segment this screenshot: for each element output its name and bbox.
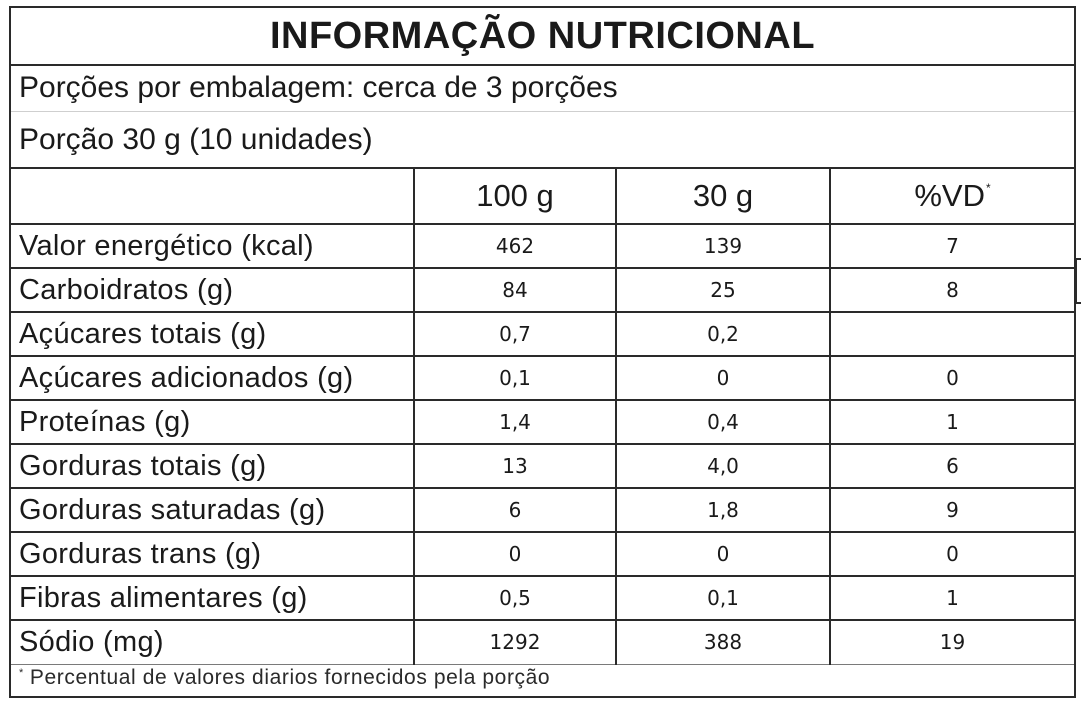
nutrient-per-100g: 13	[414, 444, 617, 489]
nutrient-daily-value: 1	[830, 400, 1074, 445]
nutrient-per-portion: 0,1	[616, 576, 831, 621]
nutrient-per-portion: 0	[616, 532, 831, 577]
nutrient-per-portion: 0,4	[616, 400, 831, 445]
portion-size-text: Porção 30 g (10 unidades)	[19, 122, 373, 156]
nutrient-rows: Valor energético (kcal) 462 139 7 Carboidrat…	[11, 224, 1074, 665]
header-daily-value-label: %VD	[914, 178, 985, 213]
nutrient-name: Gorduras trans (g)	[11, 532, 415, 577]
nutrient-daily-value: 8	[830, 268, 1074, 313]
nutrient-name: Proteínas (g)	[11, 400, 415, 445]
footnote-mark: *	[19, 667, 24, 679]
nutrient-name: Fibras alimentares (g)	[11, 576, 415, 621]
nutrient-per-100g: 0,5	[414, 576, 617, 621]
edge-bracket-mark	[1075, 258, 1081, 304]
nutrient-per-100g: 0,7	[414, 312, 617, 357]
nutrient-daily-value: 1	[830, 576, 1074, 621]
title-row: INFORMAÇÃO NUTRICIONAL	[11, 8, 1074, 66]
servings-per-package-text: Porções por embalagem: cerca de 3 porçõe…	[19, 70, 618, 104]
nutrient-name: Valor energético (kcal)	[11, 224, 415, 269]
nutrient-daily-value: 19	[830, 620, 1074, 665]
nutrient-name: Gorduras totais (g)	[11, 444, 415, 489]
nutrient-row: Gorduras totais (g) 13 4,0 6	[11, 444, 1074, 489]
nutrient-per-100g: 0	[414, 532, 617, 577]
nutrient-per-portion: 4,0	[616, 444, 831, 489]
nutrient-row: Fibras alimentares (g) 0,5 0,1 1	[11, 576, 1074, 621]
nutrient-daily-value: 0	[830, 532, 1074, 577]
nutrient-per-100g: 1292	[414, 620, 617, 665]
nutrient-daily-value: 7	[830, 224, 1074, 269]
nutrient-row: Gorduras trans (g) 0 0 0	[11, 532, 1074, 577]
nutrient-name: Açúcares totais (g)	[11, 312, 415, 357]
header-daily-value: %VD*	[830, 169, 1074, 225]
nutrient-name: Sódio (mg)	[11, 620, 415, 665]
nutrient-row: Proteínas (g) 1,4 0,4 1	[11, 400, 1074, 445]
nutrient-daily-value	[830, 312, 1074, 357]
nutrient-per-portion: 0	[616, 356, 831, 401]
servings-per-package-row: Porções por embalagem: cerca de 3 porçõe…	[11, 64, 1074, 112]
nutrient-per-portion: 388	[616, 620, 831, 665]
nutrient-row: Valor energético (kcal) 462 139 7	[11, 224, 1074, 269]
nutrient-table-header: 100 g 30 g %VD*	[11, 169, 1074, 225]
nutrient-name: Açúcares adicionados (g)	[11, 356, 415, 401]
daily-value-footnote-mark: *	[985, 181, 991, 195]
nutrient-per-100g: 1,4	[414, 400, 617, 445]
nutrient-row: Carboidratos (g) 84 25 8	[11, 268, 1074, 313]
nutrient-per-portion: 0,2	[616, 312, 831, 357]
nutrition-title: INFORMAÇÃO NUTRICIONAL	[269, 14, 816, 57]
nutrient-row: Sódio (mg) 1292 388 19	[11, 620, 1074, 665]
nutrient-daily-value: 9	[830, 488, 1074, 533]
footnote: * Percentual de valores diarios fornecido…	[19, 666, 550, 690]
nutrient-daily-value: 0	[830, 356, 1074, 401]
nutrient-per-portion: 1,8	[616, 488, 831, 533]
nutrient-name: Carboidratos (g)	[11, 268, 415, 313]
nutrient-per-100g: 462	[414, 224, 617, 269]
nutrient-per-portion: 139	[616, 224, 831, 269]
footnote-text: Percentual de valores diarios fornecidos…	[29, 666, 551, 689]
nutrient-per-100g: 84	[414, 268, 617, 313]
nutrition-facts-panel: INFORMAÇÃO NUTRICIONAL Porções por embal…	[9, 6, 1076, 698]
header-nutrient-name	[11, 169, 415, 225]
nutrient-per-100g: 0,1	[414, 356, 617, 401]
nutrient-row: Açúcares adicionados (g) 0,1 0 0	[11, 356, 1074, 401]
header-per-portion: 30 g	[616, 169, 831, 225]
nutrient-row: Gorduras saturadas (g) 6 1,8 9	[11, 488, 1074, 533]
nutrient-table: 100 g 30 g %VD* Valor energético (kcal) 4…	[11, 169, 1074, 665]
nutrient-row: Açúcares totais (g) 0,7 0,2	[11, 312, 1074, 357]
nutrient-name: Gorduras saturadas (g)	[11, 488, 415, 533]
portion-size-row: Porção 30 g (10 unidades)	[11, 112, 1074, 169]
nutrient-per-portion: 25	[616, 268, 831, 313]
nutrient-per-100g: 6	[414, 488, 617, 533]
nutrient-daily-value: 6	[830, 444, 1074, 489]
header-per-100g: 100 g	[414, 169, 617, 225]
